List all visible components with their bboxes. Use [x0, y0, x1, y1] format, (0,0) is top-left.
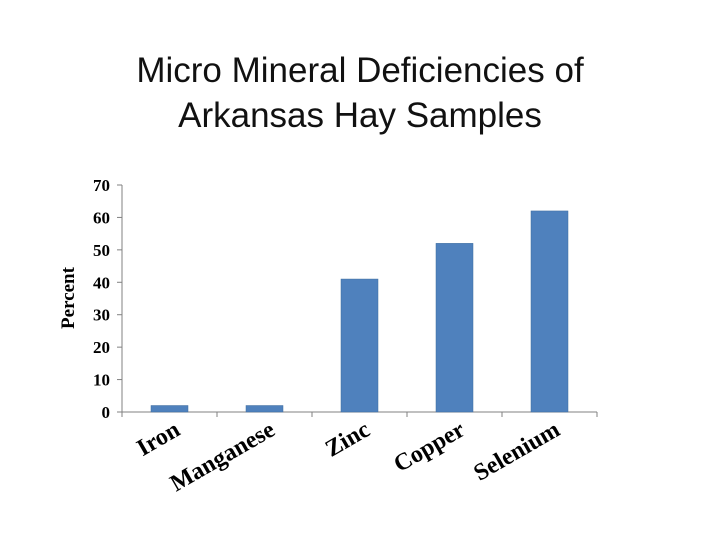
bar-copper [435, 243, 474, 413]
chart-title-line-1: Micro Mineral Deficiencies of [136, 51, 584, 90]
bar-manganese [245, 405, 284, 413]
chart-title-line-2: Arkansas Hay Samples [178, 96, 542, 135]
x-tick-label: Manganese [166, 417, 280, 498]
chart-title: Micro Mineral Deficiencies of Arkansas H… [0, 48, 720, 138]
y-tick-label: 0 [102, 403, 111, 422]
bar-iron [150, 405, 189, 413]
y-tick-label: 70 [93, 176, 110, 195]
y-tick-label: 50 [93, 241, 110, 260]
y-tick-label: 30 [93, 306, 110, 325]
y-tick-label: 10 [93, 371, 110, 390]
y-tick-label: 20 [93, 338, 110, 357]
bar-zinc [340, 278, 379, 413]
bar-selenium [530, 210, 569, 413]
x-tick-label: Copper [390, 417, 470, 478]
y-tick-label: 40 [93, 273, 110, 292]
y-tick-label: 60 [93, 208, 110, 227]
x-tick-label: Selenium [469, 417, 564, 487]
x-tick-label: Zinc [321, 417, 375, 463]
y-axis-label: Percent [58, 266, 79, 329]
x-tick-label: Iron [133, 417, 185, 462]
